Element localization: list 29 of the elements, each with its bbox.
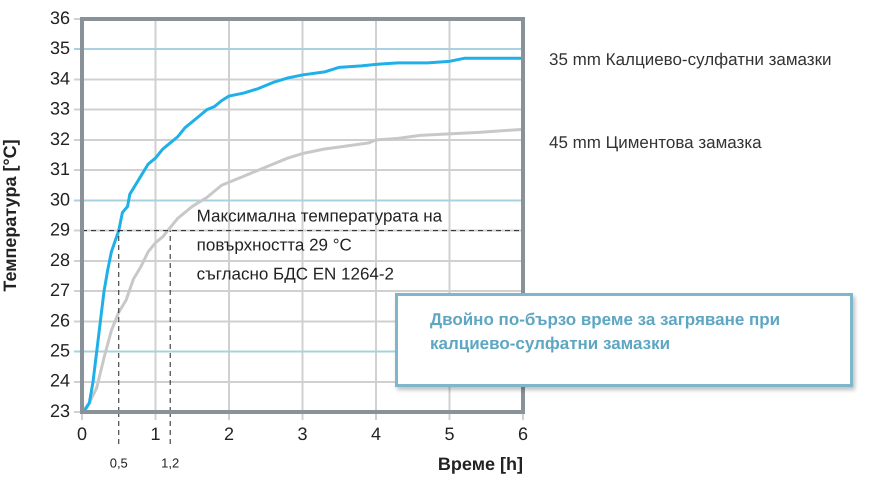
x-axis-title: Време [h] [438, 454, 523, 474]
y-tick-label: 32 [50, 128, 70, 149]
y-tick-label: 35 [50, 38, 70, 58]
y-tick-label: 26 [50, 310, 70, 330]
y-tick-label: 27 [50, 280, 70, 300]
x-tick-label: 6 [518, 424, 528, 444]
y-tick-label: 36 [50, 8, 70, 28]
ref-line-label: 0,5 [110, 456, 128, 471]
series-label: 45 mm Циментова замазка [549, 133, 762, 152]
x-tick-label: 0 [76, 424, 88, 444]
y-tick-label: 23 [50, 400, 70, 421]
y-tick-label: 25 [50, 340, 70, 361]
ref-line-label: 1,2 [161, 456, 180, 471]
y-axis-title: Температура [°C] [0, 139, 20, 292]
y-tick-label: 34 [50, 68, 70, 88]
note-frame: Двойно по-бързо време за загряване при калциево-сулфатни замазки [395, 293, 853, 387]
ref-line-label: Максимална температурата на повърхността 29 °C съгласно БДС EN 1264-2 [196, 206, 443, 284]
x-tick-label: 1 [150, 424, 161, 444]
y-tick-label: 30 [50, 189, 70, 210]
y-tick-label: 33 [50, 98, 70, 119]
x-tick-label: 3 [297, 424, 308, 444]
y-tick-label: 24 [50, 370, 70, 391]
y-tick-label: 28 [50, 250, 70, 270]
x-tick-label: 2 [224, 424, 234, 444]
series-label: 35 mm Калциево-сулфатни замазки [549, 50, 832, 69]
y-tick-label: 29 [50, 220, 70, 240]
y-tick-label: 31 [50, 159, 70, 180]
x-tick-label: 4 [370, 424, 382, 444]
x-tick-label: 5 [444, 424, 455, 444]
